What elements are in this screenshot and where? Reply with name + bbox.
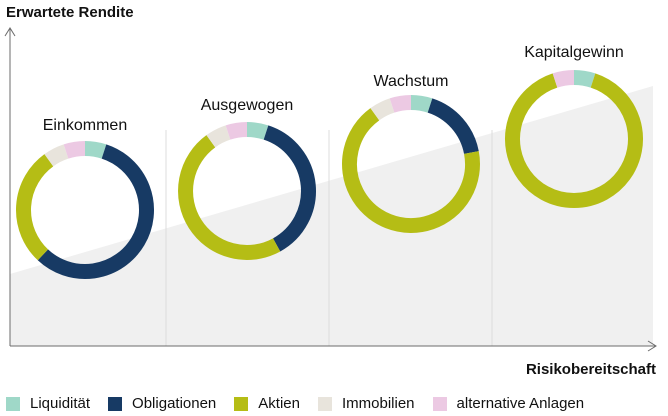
donuts: Einkommen Ausgewogen Wachstum Kapitalgewinn xyxy=(16,44,643,279)
donut-slice-einkommen-immobilien xyxy=(44,144,69,167)
donut-slice-kapitalgewinn-liquiditat xyxy=(573,70,596,88)
legend-swatch-aktien xyxy=(234,396,249,411)
legend-swatch-immobilien xyxy=(317,396,332,411)
legend-item-liquiditat: Liquidität xyxy=(6,395,90,412)
x-axis-arrow xyxy=(647,340,657,352)
donut-slice-ausgewogen-immobilien xyxy=(206,125,231,148)
y-axis-label: Erwartete Rendite xyxy=(6,4,134,21)
legend-label: Aktien xyxy=(258,395,300,412)
column-dividers xyxy=(165,130,493,346)
donut-slice-wachstum-alternative-anlagen xyxy=(389,95,412,113)
donut-slice-ausgewogen-aktien xyxy=(178,135,281,260)
donut-slice-ausgewogen-obligationen xyxy=(263,125,316,252)
donut-slice-einkommen-aktien xyxy=(16,154,54,261)
legend-label: alternative Anlagen xyxy=(456,395,585,412)
legend-swatch-obligationen xyxy=(108,396,123,411)
donut-slice-kapitalgewinn-aktien xyxy=(505,73,643,208)
donut-title-kapitalgewinn: Kapitalgewinn xyxy=(524,44,624,61)
donut-title-wachstum: Wachstum xyxy=(374,73,449,90)
donut-slice-wachstum-liquiditat xyxy=(410,95,433,113)
x-axis-label: Risikobereitschaft xyxy=(526,361,656,378)
donut-slice-einkommen-obligationen xyxy=(37,144,154,279)
legend-label: Liquidität xyxy=(30,395,91,412)
legend-label: Obligationen xyxy=(132,395,217,412)
legend-item-obligationen: Obligationen xyxy=(108,395,216,412)
legend-item-immobilien: Immobilien xyxy=(317,395,415,412)
legend-label: Immobilien xyxy=(341,395,415,412)
y-axis-arrow xyxy=(4,27,16,37)
donut-slice-kapitalgewinn-alternative-anlagen xyxy=(552,70,575,88)
donut-title-ausgewogen: Ausgewogen xyxy=(201,97,294,114)
legend-swatch-alternative-anlagen xyxy=(432,396,447,411)
donut-title-einkommen: Einkommen xyxy=(43,117,127,134)
donut-slice-ausgewogen-alternative-anlagen xyxy=(225,122,248,140)
donut-slice-wachstum-aktien xyxy=(342,108,480,233)
legend-item-aktien: Aktien xyxy=(234,395,300,412)
legend-item-alternative-anlagen: alternative Anlagen xyxy=(432,395,585,412)
donut-slice-wachstum-immobilien xyxy=(370,98,395,121)
donut-slice-einkommen-alternative-anlagen xyxy=(63,141,86,159)
donut-slice-einkommen-liquiditat xyxy=(84,141,107,159)
donut-slice-wachstum-obligationen xyxy=(427,98,479,155)
donut-slice-ausgewogen-liquiditat xyxy=(246,122,269,140)
legend-swatch-liquiditat xyxy=(6,396,20,411)
legend: Liquidität Obligationen Aktien Immobilien al… xyxy=(6,395,602,412)
